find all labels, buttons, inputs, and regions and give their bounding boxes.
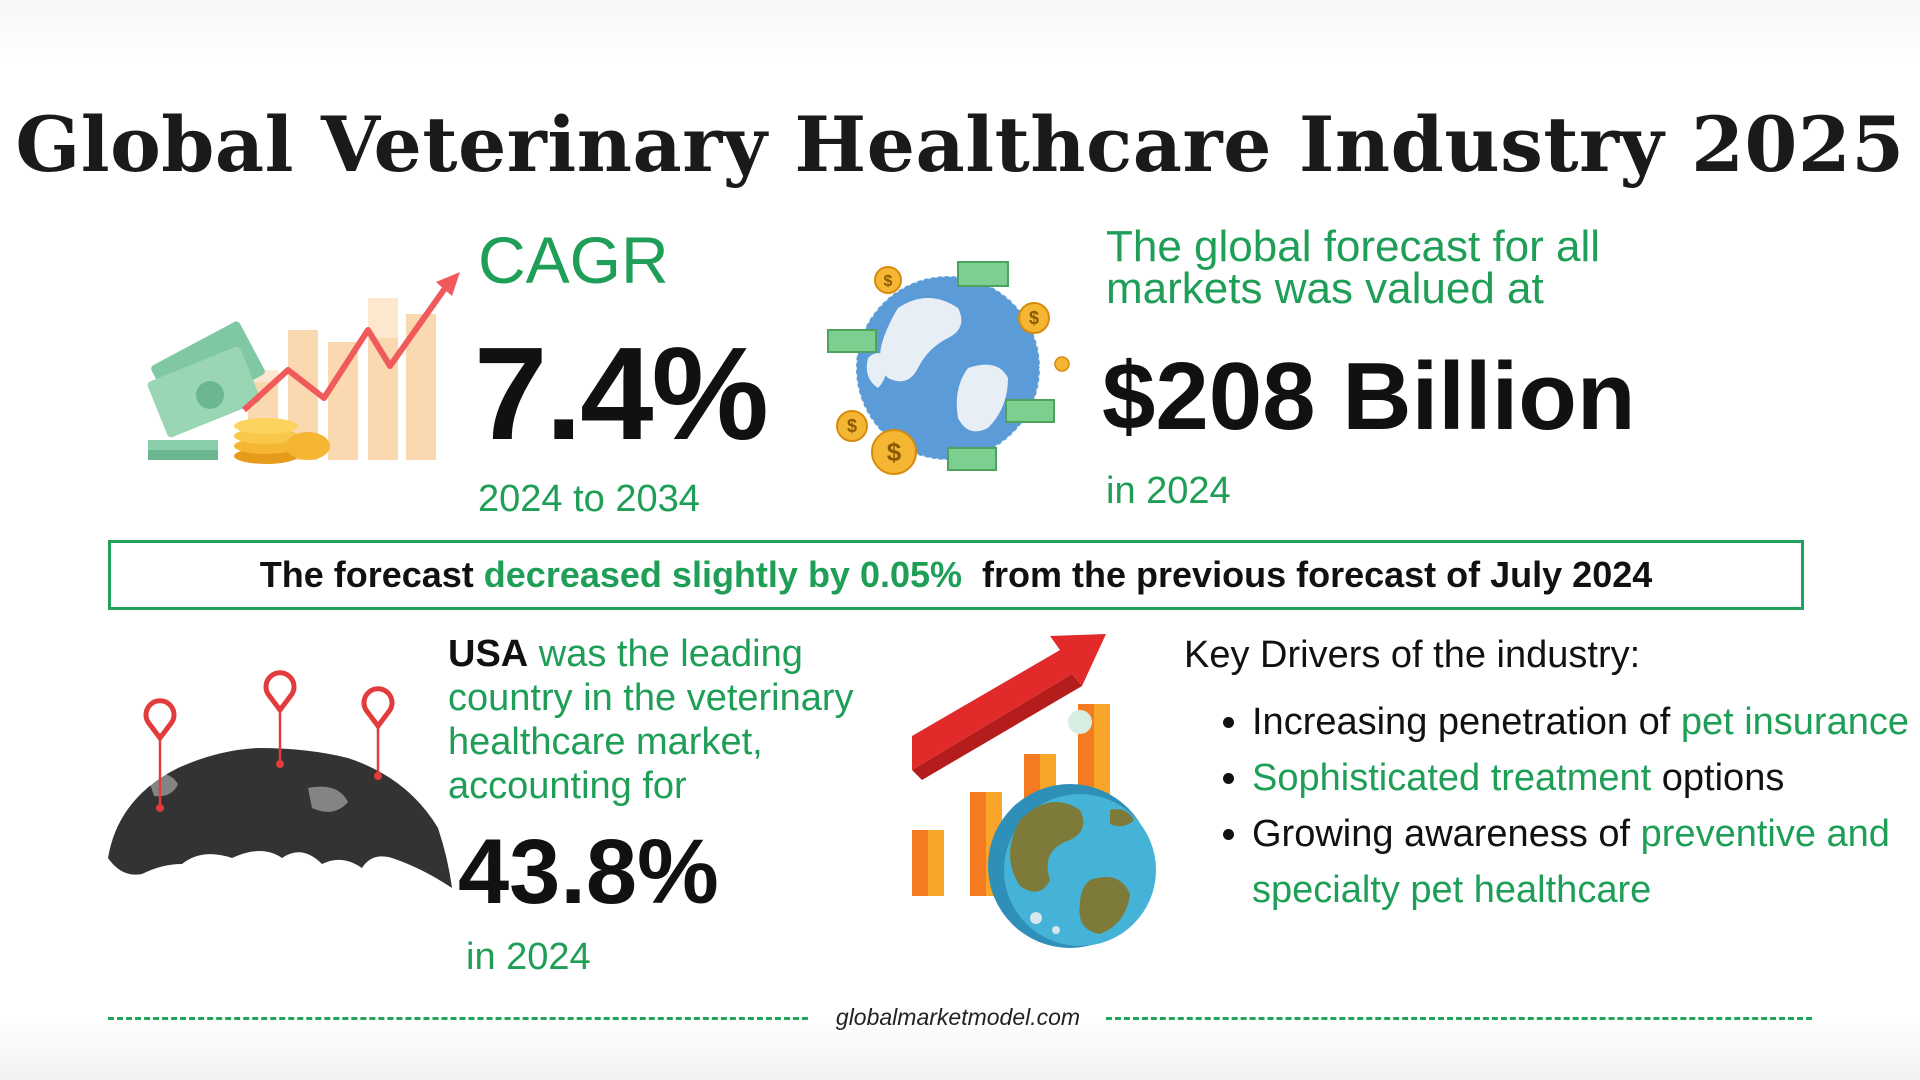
drivers-list: Increasing penetration of pet insurance …: [1216, 694, 1912, 918]
forecast-line-2: markets was valued at: [1106, 264, 1544, 313]
driver-highlight: pet insurance: [1680, 701, 1909, 743]
world-map-pins-icon: [108, 670, 452, 888]
forecast-year: in 2024: [1106, 470, 1231, 512]
usa-share-value: 43.8%: [458, 821, 719, 923]
banner-highlight: decreased slightly by 0.05%: [483, 554, 963, 595]
forecast-line-1: The global forecast for all: [1106, 222, 1601, 271]
forecast-value: $208 Billion: [1102, 343, 1636, 450]
driver-item: Increasing penetration of pet insurance: [1252, 694, 1912, 750]
footer-divider-right: [1106, 1017, 1812, 1020]
driver-item: Sophisticated treatment options: [1252, 750, 1912, 806]
driver-highlight: Sophisticated treatment: [1252, 757, 1652, 799]
driver-highlight: preventive and specialty pet healthcare: [1252, 813, 1890, 911]
cagr-period: 2024 to 2034: [478, 478, 700, 520]
footer-divider-left: [108, 1017, 808, 1020]
driver-text: Growing awareness of: [1252, 813, 1641, 855]
usa-year: in 2024: [466, 936, 591, 978]
globe-money-icon: $ $ $ $: [827, 261, 1070, 475]
banner-text-start: The forecast: [259, 554, 484, 595]
svg-text:$: $: [884, 273, 893, 290]
svg-text:$: $: [887, 437, 902, 467]
forecast-change-banner: The forecast decreased slightly by 0.05%…: [108, 540, 1804, 610]
usa-description-text: was the leading country in the veterinar…: [448, 633, 854, 807]
banner-text-end: from the previous forecast of July 2024: [962, 554, 1653, 595]
cagr-label: CAGR: [478, 223, 669, 297]
page-title: Global Veterinary Healthcare Industry 20…: [15, 100, 1905, 189]
usa-country: USA: [448, 633, 529, 675]
driver-text: Increasing penetration of: [1252, 701, 1681, 743]
globe-growth-chart-icon: [912, 634, 1156, 948]
svg-text:$: $: [1029, 308, 1039, 328]
cagr-value: 7.4%: [474, 320, 769, 467]
drivers-title: Key Drivers of the industry:: [1184, 634, 1641, 676]
svg-text:$: $: [847, 416, 857, 436]
footer-website: globalmarketmodel.com: [835, 1004, 1081, 1030]
usa-description: USA was the leading country in the veter…: [448, 632, 908, 808]
driver-item: Growing awareness of preventive and spec…: [1252, 806, 1912, 918]
driver-text-end: options: [1651, 757, 1785, 799]
money-growth-chart-icon: [147, 272, 460, 464]
